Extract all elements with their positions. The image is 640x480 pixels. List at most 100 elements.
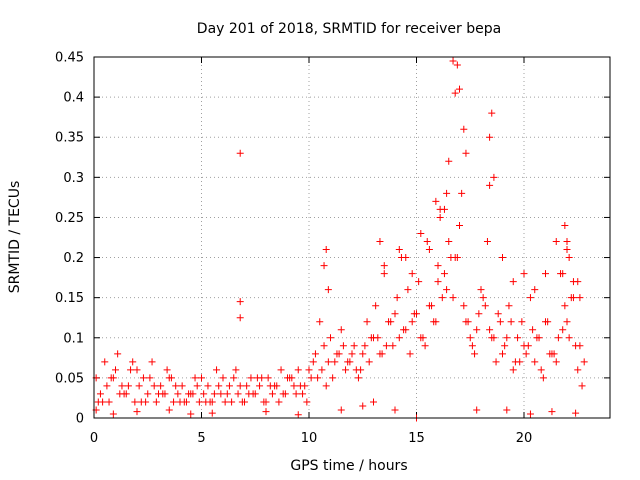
data-point: [314, 374, 322, 382]
data-point: [133, 408, 141, 416]
data-point: [574, 366, 582, 374]
data-point: [425, 246, 433, 254]
data-point: [170, 398, 178, 406]
data-point: [400, 326, 408, 334]
data-point: [129, 358, 137, 366]
data-point: [204, 382, 212, 390]
data-point: [443, 189, 451, 197]
data-point: [395, 334, 403, 342]
data-point: [563, 246, 571, 254]
data-point: [483, 238, 491, 246]
data-point: [357, 366, 365, 374]
data-point: [440, 270, 448, 278]
x-tick-label: 20: [516, 431, 533, 446]
data-point: [514, 334, 522, 342]
data-point: [247, 374, 255, 382]
data-point: [546, 350, 554, 358]
y-tick-label: 0.45: [55, 51, 84, 66]
data-point: [363, 318, 371, 326]
data-point: [423, 238, 431, 246]
data-point: [526, 294, 534, 302]
data-point: [539, 374, 547, 382]
data-point: [526, 410, 534, 418]
data-point: [486, 133, 494, 141]
data-point: [309, 358, 317, 366]
data-point: [451, 254, 459, 262]
data-point: [243, 382, 251, 390]
data-point: [391, 406, 399, 414]
y-tick-label: 0.25: [55, 211, 84, 226]
data-point: [531, 358, 539, 366]
data-point: [127, 366, 135, 374]
data-point: [133, 366, 141, 374]
data-point: [554, 334, 562, 342]
y-tick-label: 0.4: [63, 91, 84, 106]
data-point: [275, 398, 283, 406]
data-point: [320, 262, 328, 270]
data-point: [380, 262, 388, 270]
data-point: [213, 366, 221, 374]
data-point: [552, 358, 560, 366]
data-point: [208, 409, 216, 417]
data-point: [404, 286, 412, 294]
data-point: [421, 342, 429, 350]
data-point: [509, 366, 517, 374]
data-point: [335, 350, 343, 358]
data-point: [391, 310, 399, 318]
data-point: [152, 398, 160, 406]
chart-title: Day 201 of 2018, SRMTID for receiver bep…: [197, 21, 501, 37]
y-tick-label: 0.3: [63, 171, 84, 186]
data-point: [374, 334, 382, 342]
data-point: [475, 310, 483, 318]
data-point: [99, 398, 107, 406]
data-point: [574, 278, 582, 286]
data-point: [172, 382, 180, 390]
data-point: [329, 374, 337, 382]
data-point: [165, 406, 173, 414]
data-point: [434, 262, 442, 270]
data-point: [299, 390, 307, 398]
data-point: [522, 350, 530, 358]
y-tick-label: 0.2: [63, 251, 84, 266]
data-point: [157, 382, 165, 390]
data-point: [322, 246, 330, 254]
data-point: [202, 398, 210, 406]
data-point: [339, 342, 347, 350]
data-point: [324, 286, 332, 294]
data-point: [552, 238, 560, 246]
data-point: [529, 326, 537, 334]
data-point: [245, 390, 253, 398]
data-point: [359, 402, 367, 410]
data-point: [236, 149, 244, 157]
data-point: [499, 254, 506, 262]
data-point: [307, 374, 315, 382]
data-point: [200, 390, 208, 398]
data-point: [187, 410, 195, 418]
data-point: [228, 398, 236, 406]
data-point: [146, 374, 154, 382]
data-point: [520, 342, 528, 350]
data-point: [354, 374, 362, 382]
data-point: [217, 390, 225, 398]
data-point: [268, 390, 276, 398]
data-point: [563, 238, 571, 246]
data-point: [406, 350, 414, 358]
data-point: [348, 350, 356, 358]
data-point: [451, 89, 459, 97]
data-point: [316, 318, 324, 326]
data-point: [389, 342, 397, 350]
data-point: [445, 238, 453, 246]
data-point: [471, 350, 479, 358]
data-point: [159, 390, 167, 398]
y-axis-label: SRMTID / TECUs: [7, 181, 23, 294]
data-point: [494, 310, 502, 318]
x-tick-label: 15: [408, 431, 425, 446]
data-point: [361, 342, 369, 350]
data-point: [567, 294, 575, 302]
data-point: [449, 57, 457, 65]
data-point: [178, 382, 186, 390]
plot-frame: [93, 56, 611, 419]
data-point: [580, 358, 588, 366]
data-point: [561, 221, 569, 229]
data-point: [167, 374, 175, 382]
